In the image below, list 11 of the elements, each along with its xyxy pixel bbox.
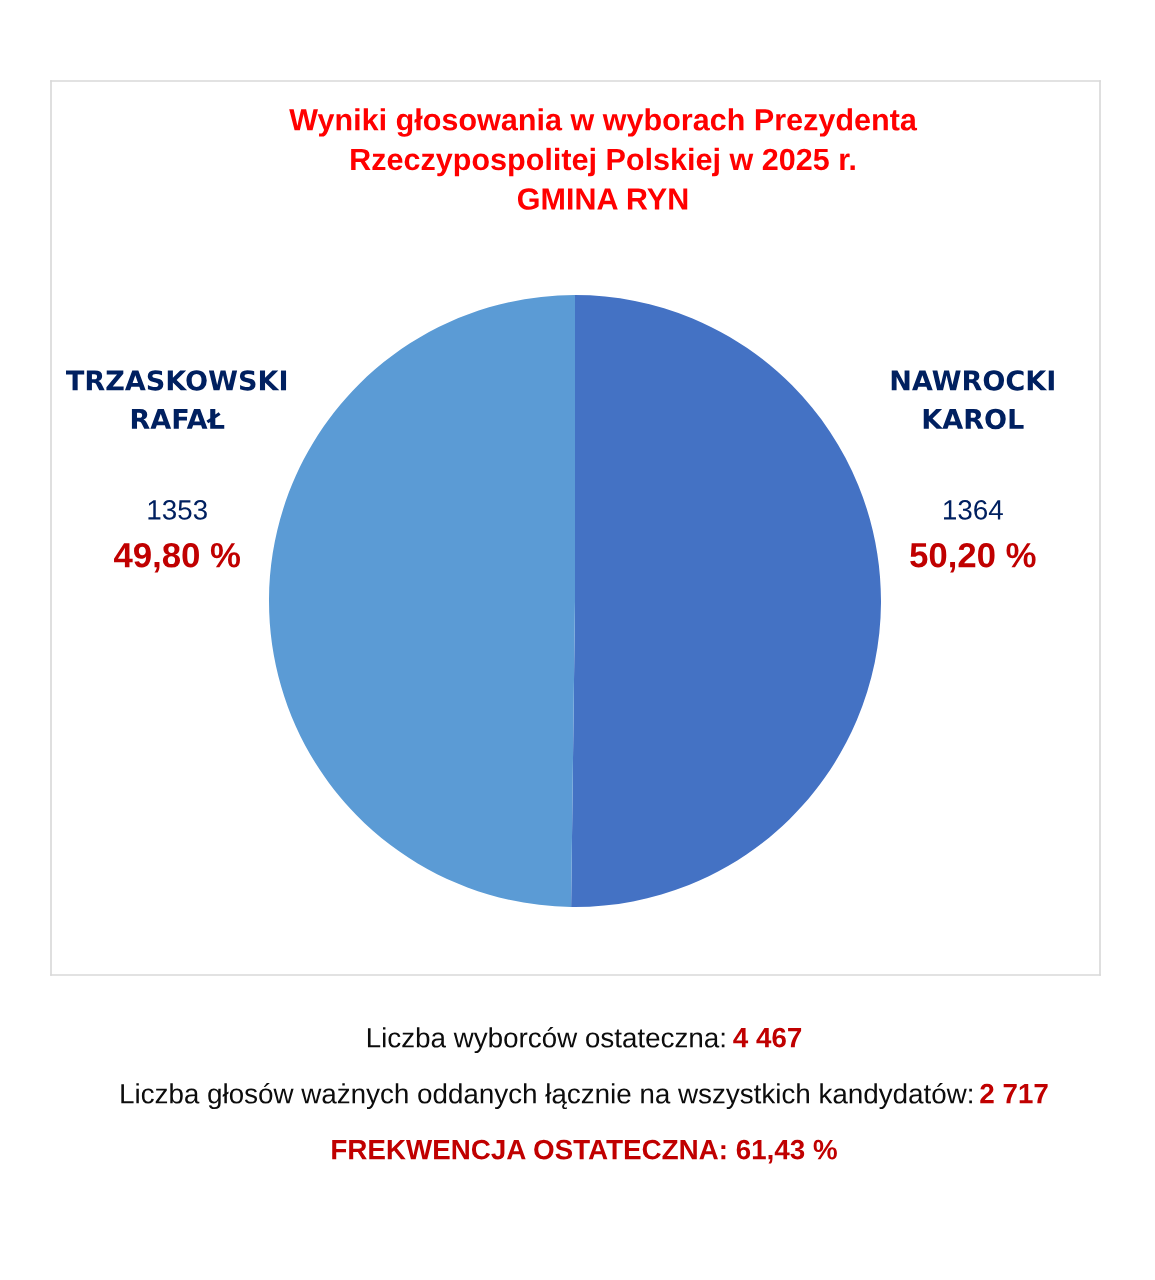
data-label: 1353 <box>148 500 207 520</box>
chart-title: Wyniki głosowania w wyborach Prezydenta Rzeczypospolitej Polskiej w 2025 r. GMINA RYN <box>289 108 918 210</box>
text: Liczba głosów ważnych oddanych łącznie na wszystkich kandydatów: 2 717 <box>121 1082 1048 1110</box>
slice-label: NAWROCKI KAROL <box>891 370 1054 430</box>
slice-label: TRZASKOWSKI RAFAŁ <box>66 370 287 429</box>
text: 50,20 % <box>910 542 1036 573</box>
text: 49,80 % <box>114 542 240 573</box>
text: Liczba wyborców ostateczna: 4 467 <box>367 1026 802 1054</box>
data-label: 1364 <box>944 500 1003 520</box>
pie-slice <box>571 295 881 907</box>
text: FREKWENCJA OSTATECZNA: 61,43 % <box>332 1139 837 1164</box>
